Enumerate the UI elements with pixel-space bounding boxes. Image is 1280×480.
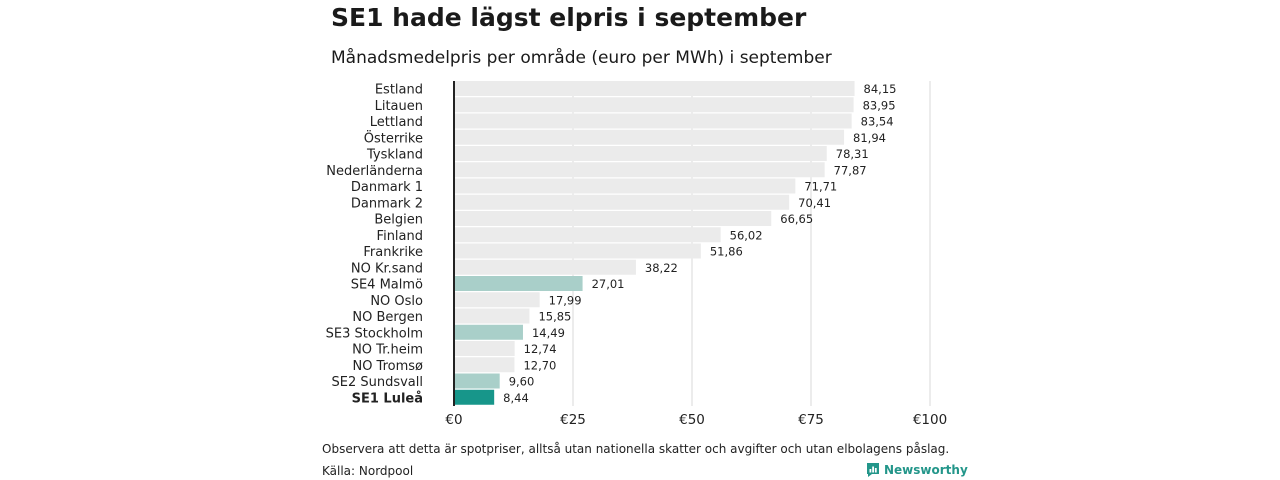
value-label: 14,49 [532,326,565,340]
value-label: 77,87 [834,163,867,177]
category-label: Danmark 1 [351,180,423,195]
value-label: 15,85 [538,310,571,324]
bar [454,243,701,259]
bar [454,324,523,340]
bar [454,81,855,96]
source-credit: Källa: Nordpool [322,464,414,478]
value-label: 12,74 [524,342,557,356]
value-label: 8,44 [503,391,529,405]
bar [454,276,583,291]
bar-chart: Estland 84,15 Litauen 83,95 Lettland 83,54 Öst… [326,81,947,428]
category-label: Frankrike [363,245,423,260]
chart-subtitle: Månadsmedelpris per område (euro per MWh… [331,48,832,68]
bar [454,357,515,373]
category-label: Österrike [364,129,423,146]
bar [454,389,495,405]
x-tick-label: €75 [798,412,824,428]
value-label: 27,01 [592,277,625,291]
value-label: 81,94 [853,131,886,145]
value-label: 70,41 [798,196,831,210]
bar [454,194,790,210]
category-label: Nederländerna [326,164,423,179]
category-label: Lettland [370,115,423,130]
category-label: Danmark 2 [351,196,423,211]
bar [454,227,721,243]
bar [454,146,827,161]
category-label: NO Bergen [352,310,423,325]
value-label: 51,86 [710,245,743,259]
category-label: Belgien [374,213,423,228]
category-label: Tyskland [366,148,423,163]
value-label: 9,60 [509,375,535,389]
value-label: 83,95 [863,98,896,112]
category-label: SE3 Stockholm [326,326,423,341]
bar [454,129,845,145]
value-label: 56,02 [730,228,763,242]
value-label: 17,99 [549,293,582,307]
value-label: 38,22 [645,261,678,275]
x-tick-label: €25 [560,412,586,428]
category-label: NO Tr.heim [352,343,423,358]
bar [454,308,530,324]
bar [454,292,540,308]
category-label: NO Tromsø [352,359,423,374]
bar [454,162,825,178]
category-label: Litauen [375,99,423,114]
value-label: 66,65 [780,212,813,226]
bar [454,113,852,129]
value-label: 78,31 [836,147,869,161]
bar [454,211,772,226]
x-tick-label: €100 [913,412,947,428]
bar [454,178,796,194]
category-label: NO Oslo [370,294,423,309]
newsworthy-logo: Newsworthy [866,462,968,478]
category-label: SE4 Malmö [351,278,423,293]
value-label: 84,15 [864,82,897,96]
category-label: SE2 Sundsvall [331,375,423,390]
bar [454,373,500,389]
value-label: 83,54 [861,115,894,129]
x-tick-label: €50 [679,412,705,428]
value-label: 12,70 [523,358,556,372]
x-tick-label: €0 [445,412,462,428]
brand-name: Newsworthy [884,463,968,477]
bar [454,259,636,275]
category-label: Estland [375,83,423,98]
category-label: SE1 Luleå [352,391,423,406]
category-label: Finland [377,229,423,244]
bar-chart-speech-bubble-icon [867,463,879,477]
footnote: Observera att detta är spotpriser, allts… [322,442,950,456]
chart-title: SE1 hade lägst elpris i september [331,3,807,32]
bar [454,97,854,113]
value-label: 71,71 [804,180,837,194]
bar [454,341,515,356]
category-label: NO Kr.sand [351,261,423,276]
